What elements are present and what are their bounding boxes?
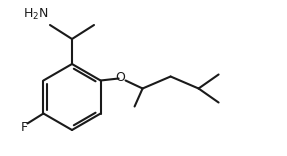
Text: O: O [116,71,125,84]
Text: H$_2$N: H$_2$N [24,7,49,22]
Text: F: F [21,121,28,134]
